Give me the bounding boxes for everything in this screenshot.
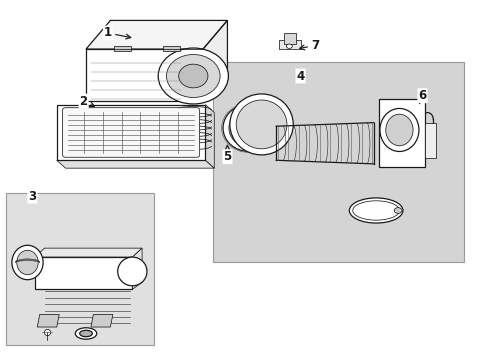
Text: 7: 7 [299,39,319,52]
Ellipse shape [17,250,38,275]
Ellipse shape [80,330,92,337]
Ellipse shape [166,54,220,98]
Ellipse shape [393,208,401,213]
Polygon shape [205,105,214,168]
Bar [57,105,205,160]
Ellipse shape [348,198,402,223]
FancyBboxPatch shape [62,108,199,157]
Text: 3: 3 [28,190,37,203]
Polygon shape [91,315,113,327]
Ellipse shape [379,108,418,152]
Ellipse shape [236,100,286,149]
Ellipse shape [228,109,267,147]
Ellipse shape [12,245,43,280]
Bar [378,99,424,167]
Ellipse shape [75,328,97,339]
Polygon shape [278,40,300,49]
Text: 4: 4 [296,69,304,82]
Bar [5,193,154,345]
Polygon shape [283,33,295,44]
Ellipse shape [286,44,292,48]
Text: 1: 1 [103,27,130,40]
Text: 5: 5 [223,145,231,163]
Polygon shape [212,62,463,262]
Polygon shape [86,21,227,49]
Text: 2: 2 [80,95,94,108]
Polygon shape [57,160,214,168]
Bar [114,45,131,51]
Bar [424,123,435,158]
Polygon shape [35,248,142,257]
Polygon shape [86,49,203,101]
Polygon shape [37,315,59,327]
Ellipse shape [158,48,228,104]
Ellipse shape [385,114,412,146]
Polygon shape [35,257,132,289]
Polygon shape [203,21,227,101]
Text: 6: 6 [418,89,426,104]
Ellipse shape [178,64,207,88]
Ellipse shape [118,257,147,286]
Ellipse shape [229,94,293,155]
Bar [162,45,180,51]
Polygon shape [132,248,142,289]
Ellipse shape [223,105,273,151]
